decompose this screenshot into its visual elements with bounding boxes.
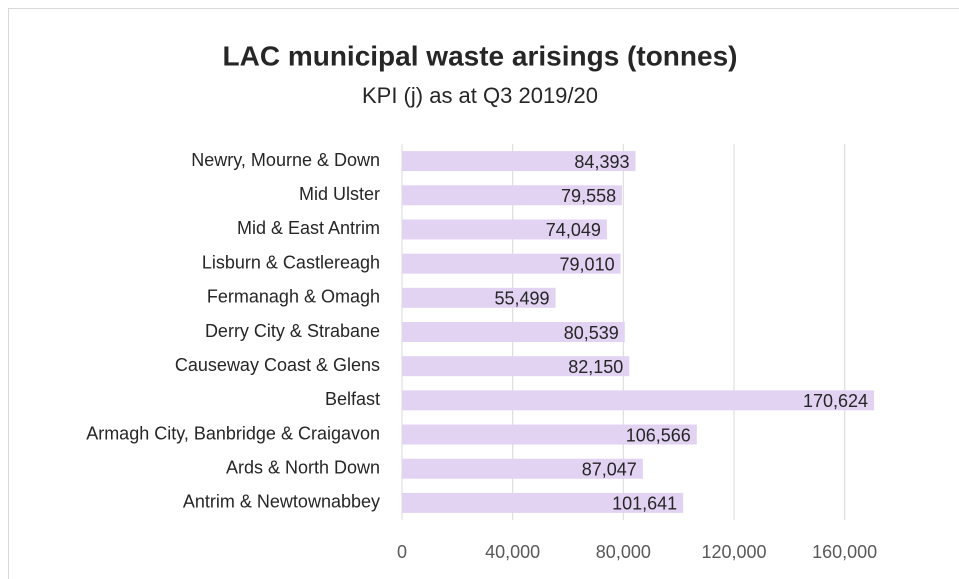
- y-tick-label: Causeway Coast & Glens: [175, 355, 380, 375]
- value-label: 170,624: [803, 391, 868, 411]
- y-tick-label: Mid Ulster: [299, 184, 380, 204]
- x-tick-label: 0: [397, 542, 407, 562]
- bar: [402, 151, 636, 172]
- y-tick-label: Belfast: [325, 389, 380, 409]
- value-label: 80,539: [564, 323, 619, 343]
- y-tick-label: Fermanagh & Omagh: [207, 287, 380, 307]
- value-label: 87,047: [582, 459, 637, 479]
- x-tick-label: 40,000: [485, 542, 540, 562]
- value-label: 82,150: [568, 357, 623, 377]
- value-label: 55,499: [494, 289, 549, 309]
- chart-subtitle: KPI (j) as at Q3 2019/20: [362, 83, 598, 108]
- y-tick-label: Antrim & Newtownabbey: [183, 492, 380, 512]
- x-tick-label: 80,000: [596, 542, 651, 562]
- bar: [402, 356, 630, 377]
- value-label: 74,049: [546, 220, 601, 240]
- y-tick-label: Newry, Mourne & Down: [191, 150, 380, 170]
- bar: [402, 322, 625, 342]
- bar: [402, 219, 607, 240]
- y-tick-label: Armagh City, Banbridge & Craigavon: [86, 423, 380, 443]
- value-label: 79,558: [561, 186, 616, 206]
- y-tick-label: Ards & North Down: [226, 457, 380, 477]
- bar: [402, 492, 684, 513]
- y-tick-label: Mid & East Antrim: [237, 218, 380, 238]
- bar: [402, 185, 623, 206]
- bar: [402, 424, 697, 445]
- value-label: 106,566: [626, 425, 691, 445]
- value-label: 79,010: [560, 254, 615, 274]
- x-tick-label: 120,000: [701, 542, 766, 562]
- y-tick-label: Derry City & Strabane: [205, 321, 380, 341]
- bar: [402, 458, 643, 479]
- chart-title: LAC municipal waste arisings (tonnes): [223, 40, 738, 71]
- value-label: 84,393: [574, 152, 629, 172]
- bar: [402, 287, 556, 308]
- bar: [402, 253, 621, 274]
- x-tick-label: 160,000: [812, 542, 877, 562]
- y-tick-label: Lisburn & Castlereagh: [202, 252, 380, 272]
- value-label: 101,641: [612, 494, 677, 514]
- bar: [402, 390, 875, 411]
